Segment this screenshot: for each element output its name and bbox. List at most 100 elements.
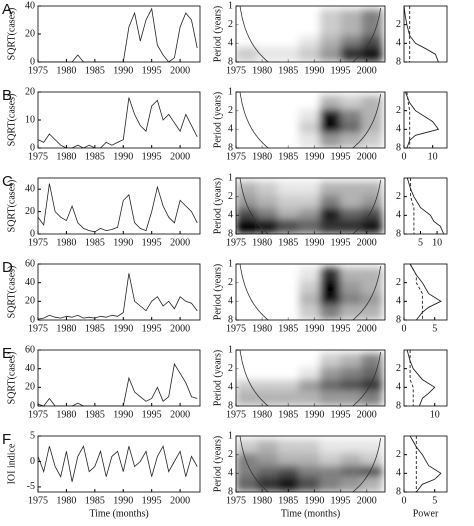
power-cell bbox=[256, 390, 278, 406]
power-cell bbox=[298, 195, 320, 211]
x-tick-label: 1980 bbox=[252, 323, 272, 334]
x-tick-label: 1985 bbox=[85, 495, 105, 506]
plot-frame bbox=[37, 91, 201, 149]
x-tick-label: 2000 bbox=[170, 409, 190, 420]
x-tick-label: 1980 bbox=[56, 409, 76, 420]
power-cell bbox=[277, 281, 299, 297]
significance-line bbox=[409, 263, 423, 320]
power-cell bbox=[361, 109, 383, 125]
power-cell bbox=[256, 281, 278, 297]
plot-area bbox=[38, 264, 200, 320]
power-cell bbox=[256, 23, 278, 39]
x-tick-label: 0 bbox=[402, 151, 407, 162]
plot-frame bbox=[235, 435, 386, 493]
y-tick-label: 40 bbox=[25, 363, 35, 374]
x-tick-label: 1975 bbox=[226, 237, 246, 248]
x-tick-label: 1985 bbox=[85, 151, 105, 162]
power-cell bbox=[361, 476, 383, 492]
y-axis-label: SQRT(cases) bbox=[6, 352, 17, 405]
power-cell bbox=[319, 367, 341, 383]
power-cell bbox=[256, 9, 278, 25]
power-cell bbox=[277, 267, 299, 283]
y-axis-label: Period (years) bbox=[212, 6, 223, 62]
x-tick-label: 10 bbox=[430, 409, 440, 420]
x-tick-label: 2000 bbox=[170, 65, 190, 76]
power-cell bbox=[298, 353, 320, 369]
y-tick-label: 8 bbox=[228, 228, 233, 239]
power-cells bbox=[236, 267, 383, 320]
x-tick-label: 1985 bbox=[278, 409, 298, 420]
power-cell bbox=[340, 390, 362, 406]
plot-area bbox=[38, 350, 200, 406]
profile-panel: 0 5 2 4 8 bbox=[396, 263, 448, 334]
power-cell bbox=[277, 181, 299, 197]
x-tick-label: 1995 bbox=[331, 237, 351, 248]
x-tick-label: 1975 bbox=[28, 151, 48, 162]
heatmap-panel: Period (years)1975 1980 1985 1990 1995 2000 1 2… bbox=[212, 172, 386, 248]
y-tick-label: 8 bbox=[228, 314, 233, 325]
y-tick-label: 2 bbox=[396, 449, 401, 460]
power-cell bbox=[340, 9, 362, 25]
y-tick-label: 0 bbox=[30, 228, 35, 239]
y-tick-label: 0 bbox=[30, 314, 35, 325]
power-cell bbox=[236, 267, 257, 283]
power-line bbox=[406, 177, 445, 235]
power-cell bbox=[361, 267, 383, 283]
x-tick-label: 2000 bbox=[357, 65, 377, 76]
y-tick-label: 2 bbox=[228, 191, 233, 202]
plot-area bbox=[404, 6, 447, 62]
power-cell bbox=[361, 439, 383, 455]
power-cell bbox=[236, 218, 257, 234]
x-tick-label: 1975 bbox=[28, 237, 48, 248]
y-tick-label: 4 bbox=[396, 382, 401, 393]
x-tick-label: 5 bbox=[432, 495, 437, 506]
power-cell bbox=[256, 304, 278, 320]
y-axis-label: SQRT(cases) bbox=[6, 180, 17, 233]
x-tick-label: 1975 bbox=[28, 409, 48, 420]
y-tick-label: 4 bbox=[228, 296, 233, 307]
y-axis-label: SQRT(cases) bbox=[6, 94, 17, 147]
plot-frame bbox=[403, 91, 448, 149]
y-axis-label: IOI indice bbox=[6, 443, 17, 484]
power-line bbox=[409, 263, 442, 321]
y-tick-label: 20 bbox=[25, 206, 35, 217]
cone-of-influence bbox=[239, 6, 382, 62]
x-tick-label: 1990 bbox=[113, 237, 133, 248]
x-tick-label: 1995 bbox=[142, 409, 162, 420]
x-tick-label: 1990 bbox=[304, 495, 324, 506]
power-cell bbox=[319, 281, 341, 297]
panel-label: B bbox=[2, 87, 12, 104]
power-cell bbox=[298, 439, 320, 455]
x-tick-label: 2000 bbox=[357, 495, 377, 506]
power-cell bbox=[361, 390, 383, 406]
power-cell bbox=[298, 267, 320, 283]
power-cell bbox=[361, 95, 383, 111]
x-tick-label: 2000 bbox=[357, 237, 377, 248]
panel-label: F bbox=[2, 431, 11, 448]
y-tick-label: 60 bbox=[25, 258, 35, 269]
power-cells bbox=[236, 9, 383, 62]
y-tick-label: 1 bbox=[228, 0, 233, 11]
power-cell bbox=[361, 304, 383, 320]
power-cell bbox=[319, 390, 341, 406]
x-tick-label: 2000 bbox=[357, 323, 377, 334]
power-cell bbox=[340, 109, 362, 125]
power-cell bbox=[298, 281, 320, 297]
y-axis-label: Period (years) bbox=[212, 178, 223, 234]
y-tick-label: 4 bbox=[396, 296, 401, 307]
power-cell bbox=[256, 181, 278, 197]
power-cell bbox=[256, 95, 278, 111]
x-tick-label: 1985 bbox=[278, 237, 298, 248]
power-cell bbox=[340, 46, 362, 62]
x-tick-label: 1985 bbox=[85, 323, 105, 334]
plot-area bbox=[38, 436, 200, 492]
power-cell bbox=[298, 476, 320, 492]
x-tick-label: 2000 bbox=[170, 151, 190, 162]
y-tick-label: 40 bbox=[25, 0, 35, 11]
plot-frame bbox=[37, 5, 201, 63]
x-tick-label: 1995 bbox=[142, 151, 162, 162]
y-tick-label: 2 bbox=[396, 105, 401, 116]
y-tick-label: 8 bbox=[396, 228, 401, 239]
power-cell bbox=[340, 476, 362, 492]
y-tick-label: 1 bbox=[228, 344, 233, 355]
